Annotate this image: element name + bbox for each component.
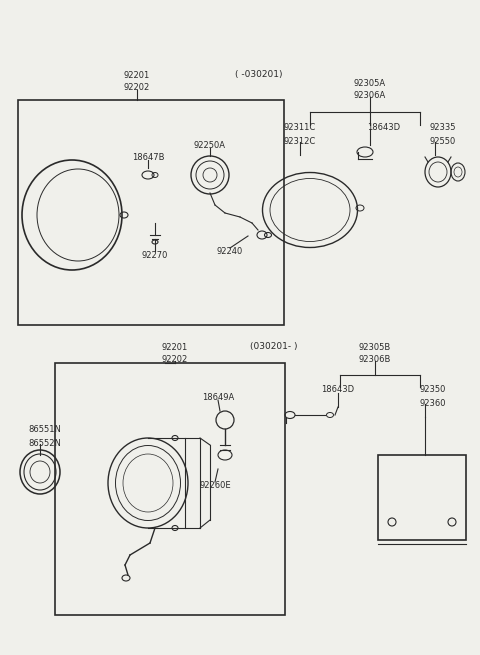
Text: 92550: 92550 xyxy=(430,136,456,145)
Text: 92335: 92335 xyxy=(430,124,456,132)
Text: 18643D: 18643D xyxy=(367,124,400,132)
Text: 92311C: 92311C xyxy=(284,124,316,132)
Text: 18643D: 18643D xyxy=(322,386,355,394)
Text: 92250A: 92250A xyxy=(194,141,226,149)
Text: 92306B: 92306B xyxy=(359,356,391,364)
Text: 92260E: 92260E xyxy=(199,481,231,489)
Text: 18647B: 18647B xyxy=(132,153,164,162)
Text: 92305B: 92305B xyxy=(359,343,391,352)
Text: 92270: 92270 xyxy=(142,250,168,259)
Text: 92305A: 92305A xyxy=(354,79,386,88)
Bar xyxy=(55,363,285,615)
Text: (030201- ): (030201- ) xyxy=(250,343,298,352)
Bar xyxy=(378,455,466,540)
Text: 92201: 92201 xyxy=(124,71,150,79)
Bar xyxy=(18,100,284,325)
Text: 18649A: 18649A xyxy=(202,392,234,402)
Text: 92202: 92202 xyxy=(162,356,188,364)
Text: 92350: 92350 xyxy=(420,386,446,394)
Text: 92360: 92360 xyxy=(420,398,446,407)
Text: 92202: 92202 xyxy=(124,83,150,92)
Text: 86552N: 86552N xyxy=(28,438,61,447)
Text: ( -030201): ( -030201) xyxy=(235,71,283,79)
Text: 92201: 92201 xyxy=(162,343,188,352)
Text: 92240: 92240 xyxy=(217,246,243,255)
Text: 92312C: 92312C xyxy=(284,136,316,145)
Text: 92306A: 92306A xyxy=(354,92,386,100)
Text: 86551N: 86551N xyxy=(28,426,61,434)
